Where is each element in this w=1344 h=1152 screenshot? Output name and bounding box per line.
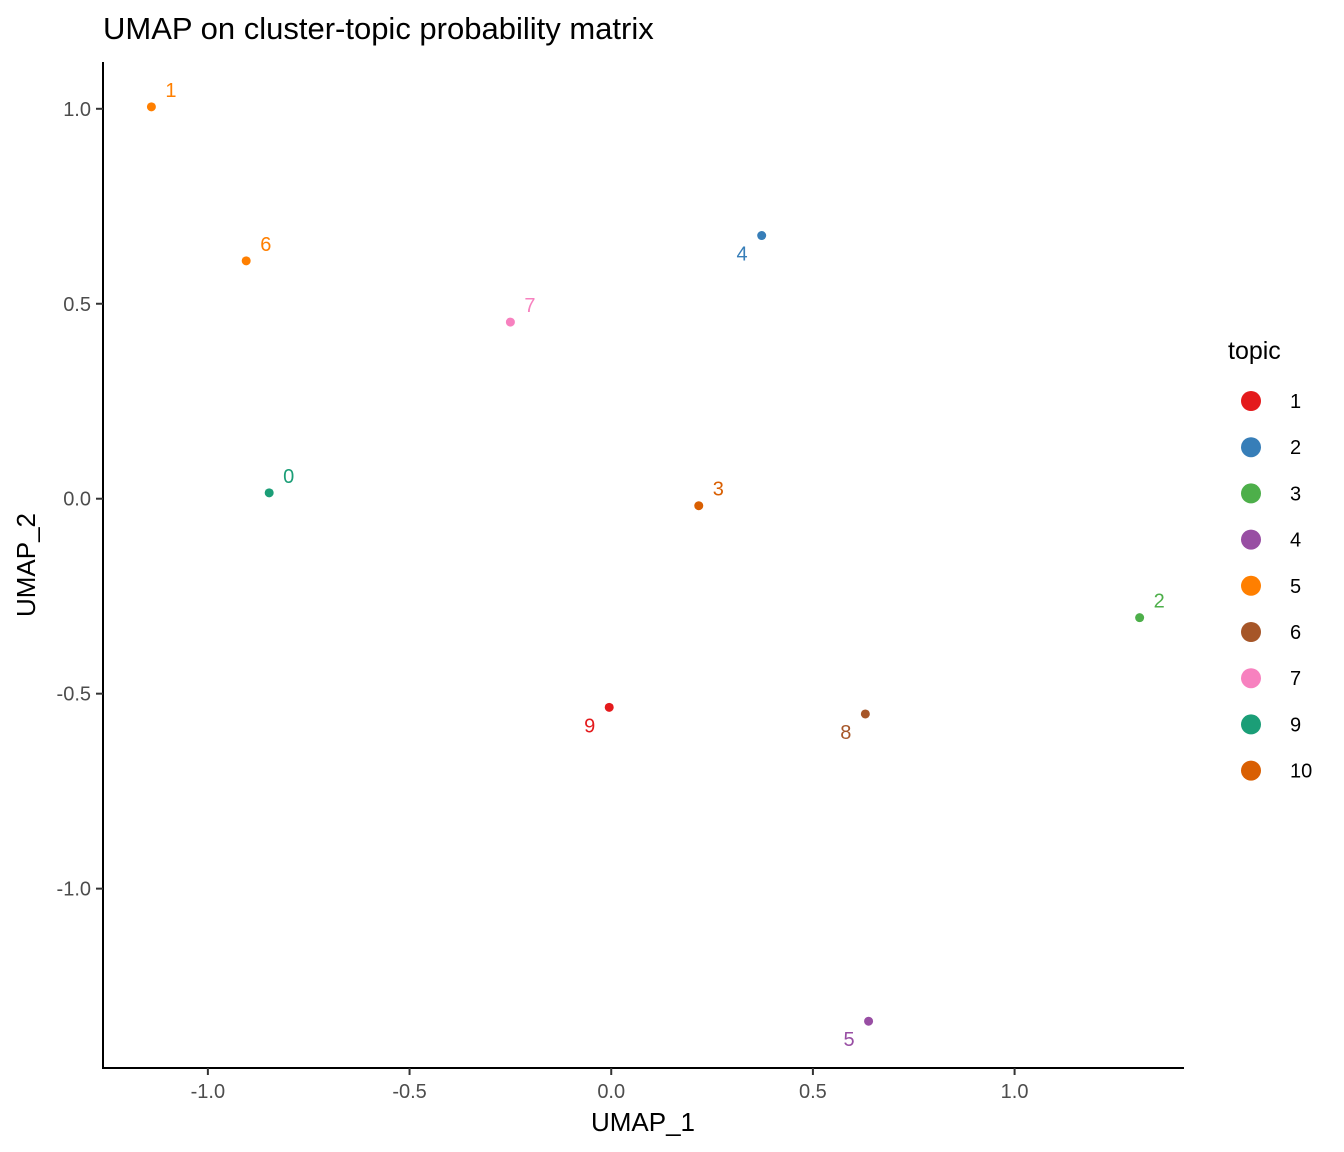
y-tick-label: 0.0 <box>63 489 91 511</box>
data-point-label-1: 1 <box>165 80 176 102</box>
legend-key-2 <box>1241 437 1261 458</box>
legend-key-3 <box>1241 483 1261 504</box>
data-point-label-9: 9 <box>584 715 595 737</box>
y-ticks: 1.0 0.5 0.0 -0.5 -1.0 <box>57 99 103 901</box>
legend-label-2: 2 <box>1290 437 1301 459</box>
legend-label-3: 3 <box>1290 483 1301 505</box>
legend-label-7: 7 <box>1290 668 1301 690</box>
data-point-label-8: 8 <box>840 722 851 744</box>
legend-key-5 <box>1241 575 1261 596</box>
legend-key-6 <box>1241 622 1261 642</box>
legend-key-7 <box>1241 668 1261 689</box>
y-tick-label: 1.0 <box>63 99 91 121</box>
legend-key-4 <box>1241 529 1261 550</box>
legend-title: topic <box>1228 337 1281 365</box>
data-points <box>146 102 1145 1026</box>
data-point-9 <box>604 702 614 712</box>
data-point-6 <box>241 256 251 266</box>
data-point-label-0: 0 <box>283 466 294 488</box>
legend-key-1 <box>1241 391 1261 411</box>
legend-items: 1 2 3 4 5 6 7 9 10 <box>1241 391 1312 783</box>
data-point-5 <box>864 1016 874 1026</box>
data-point-1 <box>146 102 156 112</box>
x-tick-label: 1.0 <box>1001 1081 1029 1103</box>
legend-label-10: 10 <box>1290 761 1312 783</box>
data-point-label-4: 4 <box>737 244 748 266</box>
x-tick-label: -0.5 <box>392 1081 426 1103</box>
data-point-7 <box>505 317 515 327</box>
x-axis-title: UMAP_1 <box>591 1107 695 1137</box>
data-point-2 <box>1135 613 1145 623</box>
legend-label-5: 5 <box>1290 576 1301 598</box>
y-tick-label: -0.5 <box>57 684 91 706</box>
x-tick-label: 0.0 <box>597 1081 625 1103</box>
data-point-labels: 1 6 7 4 0 3 2 9 8 5 <box>165 80 1164 1051</box>
legend-label-9: 9 <box>1290 714 1301 736</box>
legend: topic 1 2 3 4 5 6 7 9 10 <box>1228 337 1312 783</box>
x-ticks: -1.0 -0.5 0.0 0.5 1.0 <box>191 1068 1029 1103</box>
data-point-label-2: 2 <box>1154 591 1165 613</box>
data-point-8 <box>860 709 870 719</box>
legend-label-6: 6 <box>1290 622 1301 644</box>
legend-key-9 <box>1241 714 1261 735</box>
y-axis-title: UMAP_2 <box>11 513 41 617</box>
x-tick-label: 0.5 <box>799 1081 827 1103</box>
data-point-3 <box>694 501 704 511</box>
data-point-label-3: 3 <box>713 479 724 501</box>
data-point-label-6: 6 <box>260 234 271 256</box>
chart-title: UMAP on cluster-topic probability matrix <box>103 11 654 46</box>
data-point-4 <box>757 231 767 241</box>
legend-label-1: 1 <box>1290 391 1301 413</box>
data-point-0 <box>264 488 274 498</box>
legend-label-4: 4 <box>1290 530 1301 552</box>
legend-key-10 <box>1241 760 1261 781</box>
data-point-label-5: 5 <box>843 1029 854 1051</box>
axes: -1.0 -0.5 0.0 0.5 1.0 1.0 0.5 0.0 -0.5 -1.0 <box>57 62 1184 1103</box>
y-tick-label: 0.5 <box>63 294 91 316</box>
x-tick-label: -1.0 <box>191 1081 225 1103</box>
data-point-label-7: 7 <box>524 295 535 317</box>
y-tick-label: -1.0 <box>57 879 91 901</box>
